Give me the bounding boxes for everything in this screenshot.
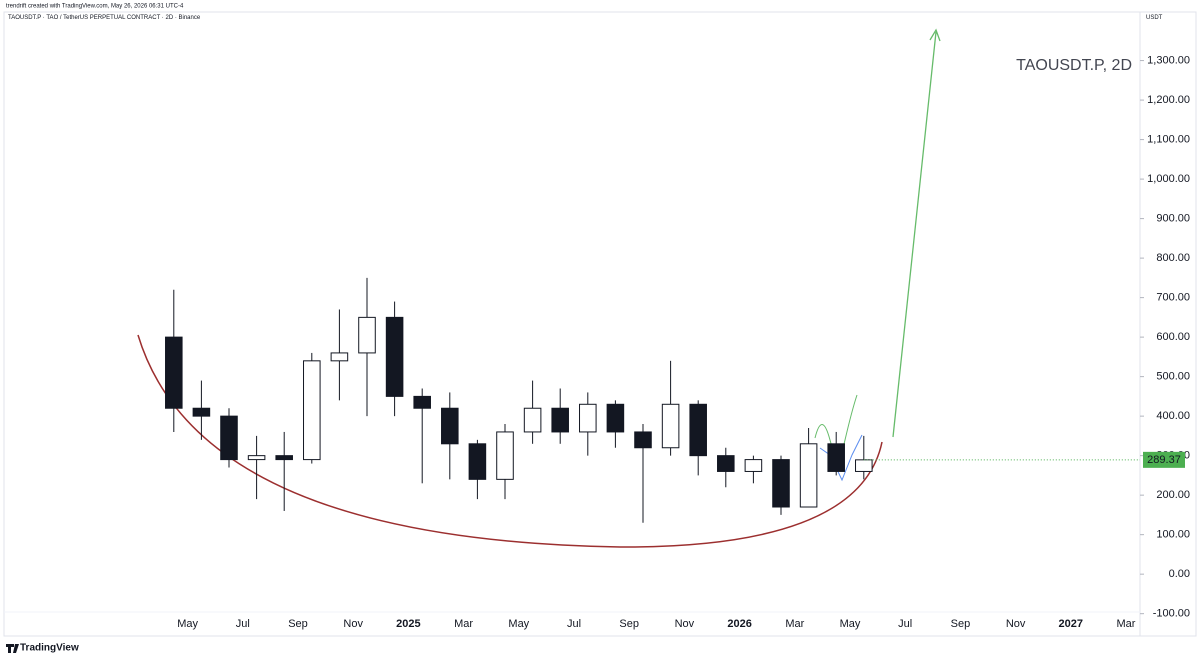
candle-body	[717, 455, 735, 472]
y-tick-label: 500.00	[1156, 371, 1190, 383]
arrow-head	[929, 28, 941, 42]
last-price-label: 289.37	[1147, 454, 1181, 466]
candle-body	[799, 443, 818, 508]
y-tick-label: 100.00	[1156, 529, 1190, 541]
candle-body	[303, 360, 321, 461]
candle-body	[855, 459, 873, 472]
brand-logo	[6, 644, 19, 653]
x-tick-label: May	[840, 618, 861, 630]
x-tick-label: May	[177, 618, 198, 630]
x-tick-label: Mar	[785, 618, 804, 630]
candle-body	[413, 395, 431, 409]
candle-body	[579, 403, 597, 433]
y-tick-label: 400.00	[1156, 410, 1190, 422]
x-tick-label: Sep	[619, 618, 639, 630]
y-tick-label: 1,000.00	[1147, 173, 1190, 185]
brand-name: TradingView	[20, 643, 79, 654]
y-tick-label: 700.00	[1156, 292, 1190, 304]
x-tick-label: Nov	[343, 618, 363, 630]
candle-body	[247, 455, 266, 461]
chart-title: TAOUSDT.P, 2D	[1016, 57, 1132, 74]
x-tick-label: Mar	[454, 618, 473, 630]
rounded-bottom-drawing	[137, 334, 883, 548]
candle-body	[551, 407, 569, 433]
x-tick-label: Sep	[288, 618, 308, 630]
x-tick-label: Jul	[236, 618, 250, 630]
y-tick-label: 800.00	[1156, 252, 1190, 264]
candle-body	[192, 407, 211, 417]
brand: TradingView	[6, 643, 79, 654]
candle-body	[220, 415, 238, 461]
wave-sketch-blue	[819, 434, 863, 482]
candle-body	[634, 431, 652, 449]
frame	[3, 11, 1197, 637]
x-tick-label: Jul	[567, 618, 581, 630]
y-tick-label: 200.00	[1156, 489, 1190, 501]
symbol-line: TAOUSDT.P · TAO / TetherUS PERPETUAL CON…	[8, 15, 201, 21]
candle-body	[275, 455, 293, 461]
candle-body	[385, 316, 404, 397]
currency: USDT	[1146, 15, 1163, 21]
y-tick-label: 1,300.00	[1147, 54, 1190, 66]
candle-body	[330, 352, 349, 362]
x-tick-label: Mar	[1117, 618, 1136, 630]
candle-body	[523, 407, 542, 433]
y-tick-label: 0.00	[1169, 568, 1190, 580]
candle-body	[165, 336, 183, 409]
x-tick-label: 2025	[396, 618, 420, 630]
projection-arrow	[892, 31, 937, 438]
y-tick-label: -100.00	[1153, 608, 1190, 620]
y-tick-label: 1,100.00	[1147, 133, 1190, 145]
candle-body	[468, 443, 487, 480]
candle-body	[496, 431, 514, 480]
candle-body	[358, 316, 376, 354]
x-tick-label: Nov	[675, 618, 695, 630]
candle-body	[441, 407, 459, 445]
x-tick-label: Jul	[898, 618, 912, 630]
candle-body	[827, 443, 845, 472]
y-tick-label: 1,200.00	[1147, 94, 1190, 106]
x-tick-label: Nov	[1006, 618, 1026, 630]
candle-body	[744, 459, 763, 472]
y-tick-label: 600.00	[1156, 331, 1190, 343]
x-tick-label: May	[508, 618, 529, 630]
candle-body	[661, 403, 680, 449]
header: trendrift created with TradingView.com, …	[6, 4, 184, 10]
x-tick-label: Sep	[951, 618, 971, 630]
candle-body	[689, 403, 707, 457]
candle-body	[606, 403, 625, 433]
x-tick-label: 2026	[727, 618, 751, 630]
x-tick-label: 2027	[1059, 618, 1083, 630]
last-price-box	[1143, 451, 1185, 468]
candle-body	[772, 459, 790, 508]
y-tick-label: 900.00	[1156, 213, 1190, 225]
